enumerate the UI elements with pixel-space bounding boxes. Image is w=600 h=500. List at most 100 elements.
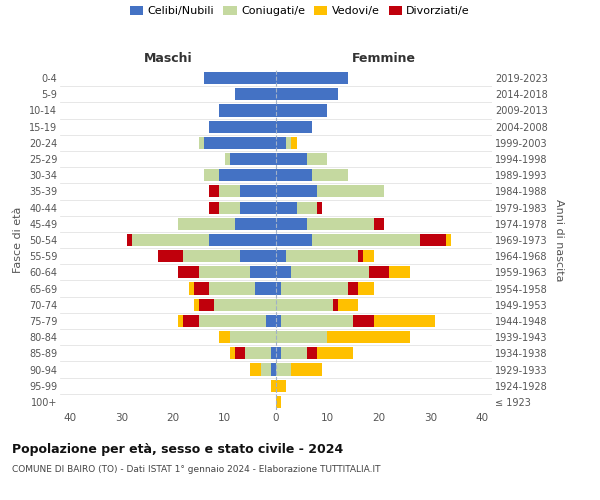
Bar [276,380,286,392]
Bar [276,331,328,343]
Bar [199,137,204,149]
Bar [276,282,281,294]
Bar [184,315,199,327]
Bar [281,348,307,360]
Bar [332,298,338,311]
Bar [250,266,276,278]
Bar [276,153,307,165]
Text: Popolazione per età, sesso e stato civile - 2024: Popolazione per età, sesso e stato civil… [12,442,343,456]
Bar [276,396,281,408]
Bar [230,153,276,165]
Bar [276,234,312,246]
Bar [194,282,209,294]
Text: Femmine: Femmine [352,52,416,65]
Bar [317,348,353,360]
Bar [374,315,436,327]
Bar [209,202,220,213]
Legend: Celibi/Nubili, Coniugati/e, Vedovi/e, Divorziati/e: Celibi/Nubili, Coniugati/e, Vedovi/e, Di… [130,6,470,16]
Bar [276,364,292,376]
Bar [276,250,286,262]
Bar [296,202,317,213]
Bar [271,364,276,376]
Bar [389,266,410,278]
Bar [178,266,199,278]
Bar [317,186,384,198]
Bar [204,169,220,181]
Bar [209,120,276,132]
Bar [209,186,220,198]
Bar [358,282,374,294]
Bar [292,266,368,278]
Bar [286,250,358,262]
Bar [276,266,292,278]
Bar [260,364,271,376]
Bar [199,315,266,327]
Bar [178,218,235,230]
Bar [276,202,296,213]
Text: Maschi: Maschi [143,52,193,65]
Bar [214,298,276,311]
Bar [281,315,353,327]
Bar [204,137,276,149]
Bar [353,315,374,327]
Bar [276,348,281,360]
Bar [220,169,276,181]
Bar [364,250,374,262]
Y-axis label: Fasce di età: Fasce di età [13,207,23,273]
Bar [307,153,328,165]
Bar [127,234,132,246]
Bar [338,298,358,311]
Bar [446,234,451,246]
Bar [245,348,271,360]
Bar [374,218,384,230]
Bar [220,202,240,213]
Bar [188,282,194,294]
Bar [178,315,184,327]
Bar [204,72,276,84]
Bar [256,282,276,294]
Bar [286,137,292,149]
Bar [348,282,358,294]
Bar [307,348,317,360]
Bar [224,153,230,165]
Bar [240,186,276,198]
Bar [250,364,260,376]
Bar [235,348,245,360]
Bar [292,364,322,376]
Bar [209,234,276,246]
Bar [312,234,420,246]
Bar [276,218,307,230]
Bar [276,186,317,198]
Bar [328,331,410,343]
Bar [271,348,276,360]
Text: COMUNE DI BAIRO (TO) - Dati ISTAT 1° gennaio 2024 - Elaborazione TUTTITALIA.IT: COMUNE DI BAIRO (TO) - Dati ISTAT 1° gen… [12,465,380,474]
Bar [368,266,389,278]
Bar [276,298,332,311]
Bar [266,315,276,327]
Bar [276,169,312,181]
Bar [276,315,281,327]
Bar [358,250,364,262]
Bar [220,104,276,117]
Bar [194,298,199,311]
Bar [420,234,446,246]
Bar [199,298,214,311]
Bar [235,88,276,101]
Bar [281,282,348,294]
Bar [199,266,250,278]
Bar [184,250,240,262]
Bar [276,72,348,84]
Bar [209,282,256,294]
Bar [240,202,276,213]
Bar [230,348,235,360]
Bar [276,88,338,101]
Bar [240,250,276,262]
Bar [292,137,296,149]
Bar [230,331,276,343]
Bar [276,137,286,149]
Bar [276,120,312,132]
Bar [220,186,240,198]
Bar [276,104,328,117]
Bar [158,250,184,262]
Bar [220,331,230,343]
